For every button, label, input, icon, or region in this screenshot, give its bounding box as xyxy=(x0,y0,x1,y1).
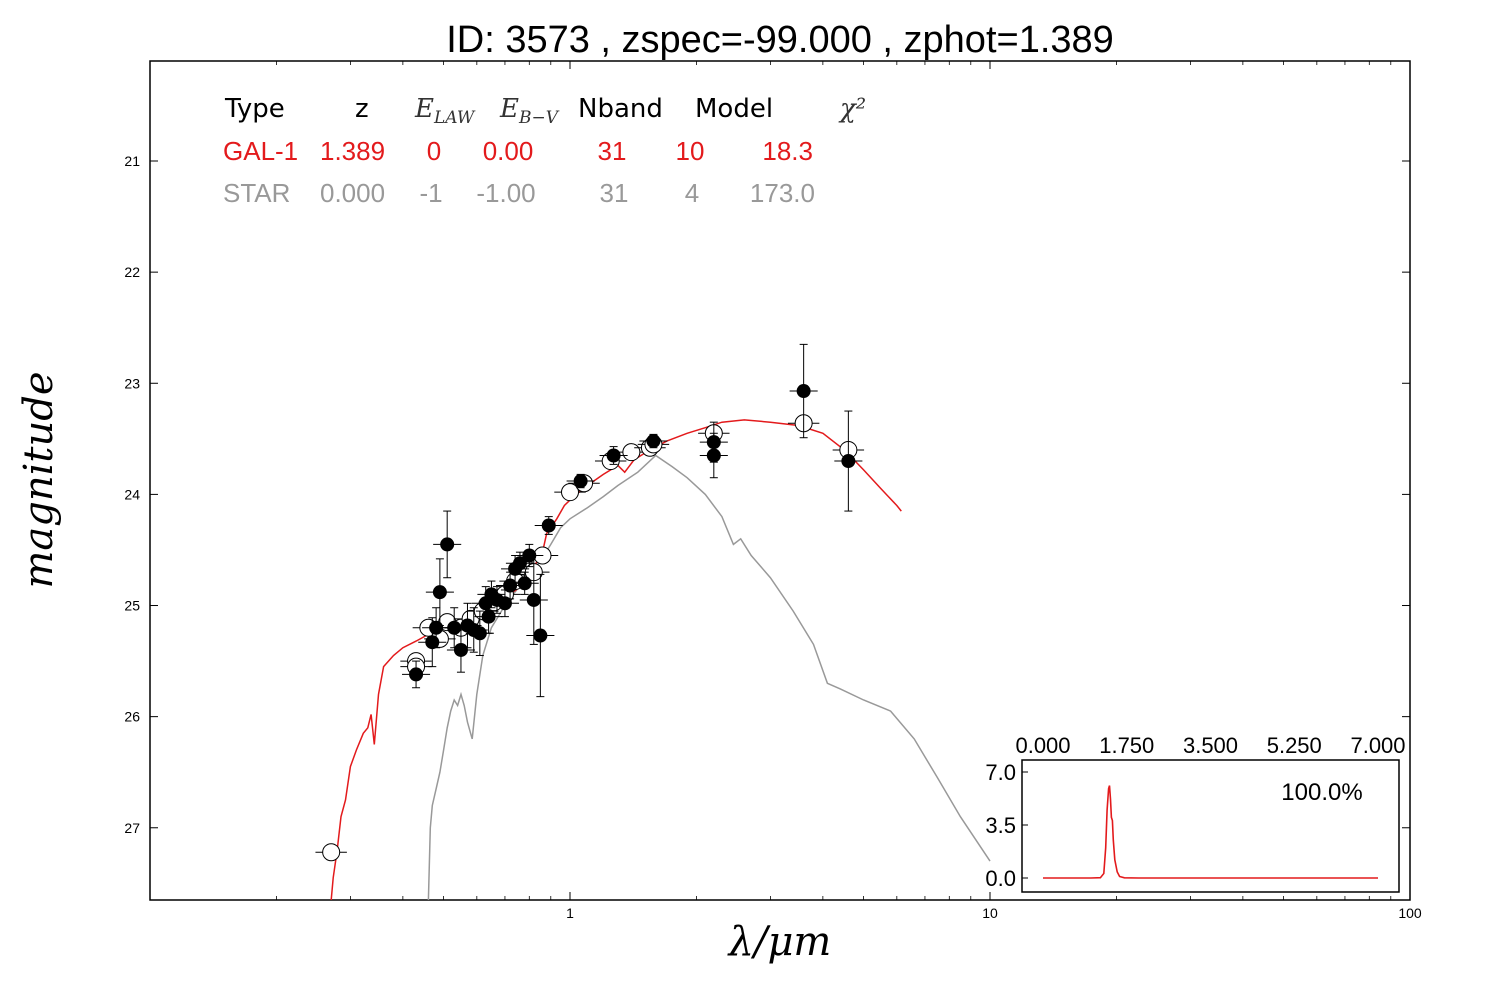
gal-chi2: 18.3 xyxy=(762,136,813,166)
observed-point xyxy=(481,609,496,624)
table-row-star: STAR 0.000 -1 -1.00 31 4 173.0 xyxy=(223,178,815,208)
inset-y-tick-label: 3.5 xyxy=(985,813,1016,838)
star-ebv: -1.00 xyxy=(476,178,535,208)
table-row-gal: GAL-1 1.389 0 0.00 31 10 18.3 xyxy=(223,136,813,166)
observed-point xyxy=(533,628,548,643)
inset-y-tick-label: 7.0 xyxy=(985,760,1016,785)
observed-point xyxy=(425,635,440,650)
main-plot-frame xyxy=(149,60,1411,901)
pdf-inset: 0.000 1.750 3.500 5.250 7.000 0.0 3.5 7.0 100.… xyxy=(985,733,1406,893)
x-axis-label: λ/μm xyxy=(727,919,832,965)
y-tick-label: 25 xyxy=(124,598,140,614)
star-model: 4 xyxy=(685,178,699,208)
observed-point xyxy=(541,518,556,533)
observed-point xyxy=(472,626,487,641)
observed-point xyxy=(522,548,537,563)
gal-z: 1.389 xyxy=(320,136,385,166)
inset-x-tick-label: 0.000 xyxy=(1015,733,1070,758)
x-tick-label: 100 xyxy=(1398,905,1422,921)
table-header-chi2: χ² xyxy=(838,94,866,124)
observed-point xyxy=(517,576,532,591)
observed-point xyxy=(706,435,721,450)
gal-elaw: 0 xyxy=(427,136,441,166)
star-template-line xyxy=(427,454,991,900)
table-header-model: Model xyxy=(695,94,773,124)
inset-x-tick-label: 3.500 xyxy=(1183,733,1238,758)
observed-point xyxy=(512,556,527,571)
inset-frame xyxy=(1021,759,1400,893)
y-tick-label: 26 xyxy=(124,709,140,725)
observed-point xyxy=(497,596,512,611)
y-tick-label: 27 xyxy=(124,820,140,836)
inset-x-tick-label: 5.250 xyxy=(1267,733,1322,758)
inset-x-ticks: 0.000 1.750 3.500 5.250 7.000 xyxy=(1015,733,1405,758)
main-x-ticks: 1 10 100 xyxy=(276,61,1422,921)
gal-type: GAL-1 xyxy=(223,136,298,166)
observed-point xyxy=(841,454,856,469)
observed-point xyxy=(432,585,447,600)
star-z: 0.000 xyxy=(320,178,385,208)
y-tick-label: 24 xyxy=(124,486,140,502)
inset-probability: 100.0% xyxy=(1281,779,1362,806)
observed-point xyxy=(796,384,811,399)
observed-point xyxy=(453,642,468,657)
table-header-ebv: EB−V xyxy=(499,94,560,128)
x-tick-label: 1 xyxy=(566,905,574,921)
gal-model: 10 xyxy=(676,136,705,166)
gal-ebv: 0.00 xyxy=(483,136,534,166)
y-tick-label: 23 xyxy=(124,375,140,391)
y-axis-label: magnitude xyxy=(16,371,62,588)
main-y-ticks: 21 22 23 24 25 26 27 xyxy=(124,153,1410,836)
fit-table: Type z ELAW EB−V Nband Model χ² GAL-1 1.… xyxy=(223,94,866,208)
star-nband: 31 xyxy=(600,178,629,208)
inset-series xyxy=(1043,785,1378,879)
star-elaw: -1 xyxy=(419,178,442,208)
observed-point xyxy=(526,592,541,607)
observed-point xyxy=(646,434,661,449)
star-chi2: 173.0 xyxy=(750,178,815,208)
observed-point xyxy=(447,620,462,635)
gal-nband: 31 xyxy=(598,136,627,166)
x-tick-label: 10 xyxy=(982,905,998,921)
inset-x-tick-label: 7.000 xyxy=(1350,733,1405,758)
y-tick-label: 21 xyxy=(124,153,140,169)
table-header-z: z xyxy=(355,94,369,124)
inset-x-tick-label: 1.750 xyxy=(1099,733,1154,758)
pdf-line xyxy=(1043,785,1378,879)
model-point xyxy=(622,443,641,462)
ebv-subscript: B−V xyxy=(518,108,560,128)
model-point xyxy=(322,843,341,862)
table-header-elaw: ELAW xyxy=(414,94,476,128)
observed-point xyxy=(440,537,455,552)
inset-y-ticks: 0.0 3.5 7.0 xyxy=(985,760,1028,891)
observed-point xyxy=(409,667,424,682)
table-header-type: Type xyxy=(224,94,285,124)
elaw-subscript: LAW xyxy=(433,108,476,128)
observed-point xyxy=(606,448,621,463)
inset-y-tick-label: 0.0 xyxy=(985,866,1016,891)
observed-point xyxy=(573,474,588,489)
main-series xyxy=(315,343,991,900)
figure-title: ID: 3573 , zspec=-99.000 , zphot=1.389 xyxy=(446,19,1114,61)
y-tick-label: 22 xyxy=(124,264,140,280)
table-header-nband: Nband xyxy=(578,94,663,124)
star-type: STAR xyxy=(223,178,290,208)
